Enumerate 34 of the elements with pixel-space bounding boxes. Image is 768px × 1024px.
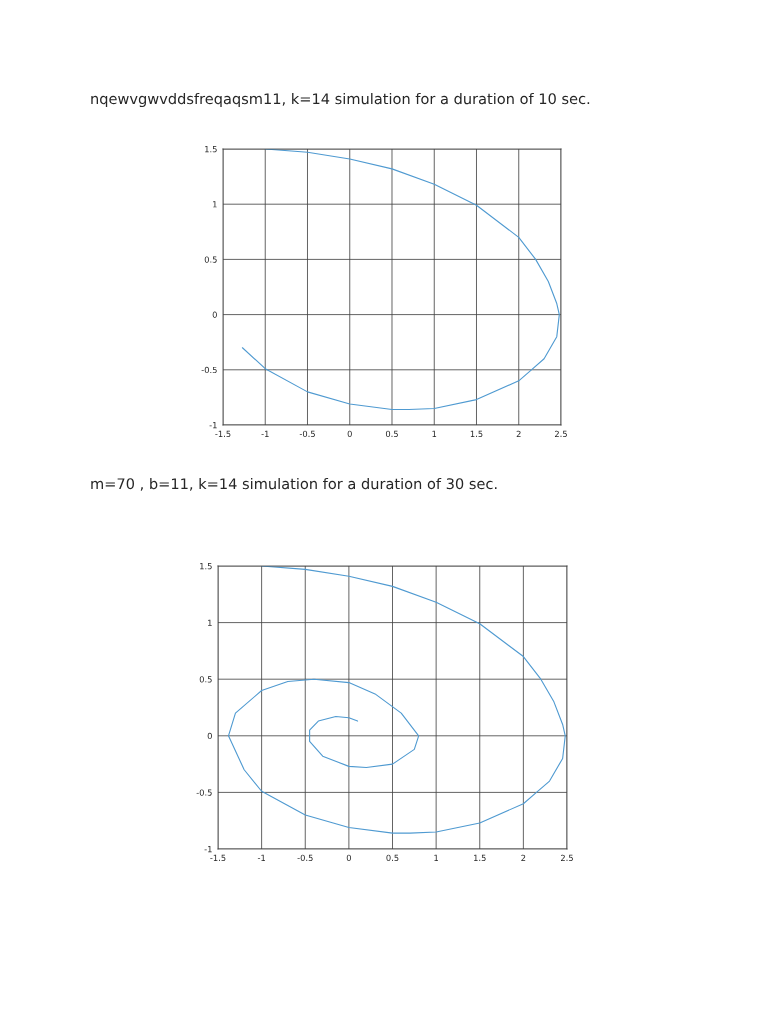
x-tick-label: -0.5: [297, 854, 313, 862]
x-tick-label: 1: [434, 854, 439, 861]
x-tick-label: -1: [257, 854, 266, 861]
x-tick-label: 0.5: [385, 430, 398, 438]
line-series: [241, 149, 560, 411]
y-tick-label: -1: [204, 846, 212, 853]
y-tick-label: 1: [213, 201, 217, 208]
x-tick-label: 2.5: [554, 430, 567, 438]
x-tick-label: -1.5: [215, 430, 231, 438]
x-tick-label: -1: [261, 430, 269, 437]
x-tick-label: 0.5: [386, 854, 399, 862]
x-tick-label: 1: [432, 430, 437, 437]
x-tick-label: 2: [521, 854, 526, 861]
y-tick-label: 1: [208, 619, 212, 626]
chart-title: nqewvgwvddsfreqaqsm11, k=14 simulation for a duration of 10 sec.: [91, 92, 590, 108]
x-tick-label: -1.5: [210, 854, 226, 862]
y-tick-label: -0.5: [196, 789, 212, 796]
x-tick-label: 0: [347, 430, 352, 438]
x-tick-label: 1.5: [474, 854, 486, 862]
y-tick-label: 0: [207, 732, 212, 740]
y-tick-label: 0.5: [204, 256, 217, 263]
chart-title: m=70 , b=11, k=14 simulation for a duration of 30 sec.: [91, 477, 497, 491]
y-tick-label: 0: [212, 311, 217, 318]
line-series: [227, 566, 566, 834]
y-tick-label: -1: [209, 422, 217, 429]
x-tick-label: 0: [346, 854, 351, 862]
y-tick-label: 0.5: [199, 676, 212, 683]
x-tick-label: 1.5: [470, 430, 483, 438]
x-tick-label: -0.5: [299, 430, 315, 438]
y-tick-label: 1.5: [205, 146, 217, 153]
x-tick-label: 2: [516, 430, 521, 437]
y-tick-label: 1.5: [200, 563, 212, 570]
x-tick-label: 2.5: [560, 854, 573, 862]
y-tick-label: -0.5: [201, 366, 217, 374]
